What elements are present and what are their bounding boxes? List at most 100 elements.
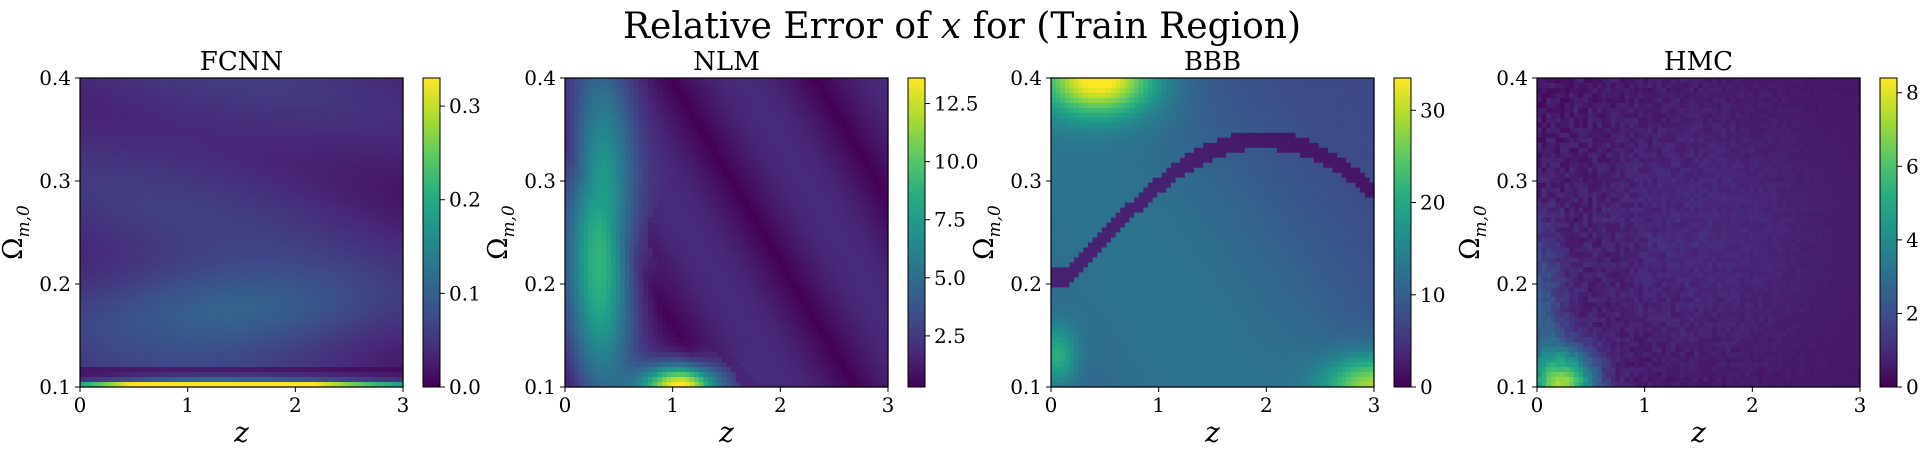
heatmap-cell [606, 337, 612, 343]
heatmap-cell [565, 192, 571, 199]
heatmap-cell [569, 247, 575, 254]
heatmap-cell [232, 212, 238, 219]
heatmap-cell [283, 197, 289, 204]
heatmap-cell [315, 192, 321, 199]
heatmap-cell [112, 337, 118, 343]
heatmap-cell [241, 272, 247, 278]
heatmap-cell [223, 147, 229, 154]
heatmap-cell [103, 272, 109, 278]
heatmap-cell [333, 207, 339, 214]
heatmap-cell [236, 162, 243, 169]
heatmap-cell [223, 337, 229, 343]
heatmap-cell [204, 167, 210, 174]
heatmap-cell [190, 97, 196, 104]
heatmap-cell [393, 307, 399, 313]
heatmap-cell [287, 152, 293, 159]
heatmap-cell [264, 112, 270, 119]
heatmap-cell [176, 302, 183, 308]
heatmap-cell [278, 292, 284, 298]
heatmap-cell [398, 157, 404, 164]
heatmap-cell [89, 267, 95, 273]
heatmap-cell [250, 92, 256, 99]
heatmap-cell [264, 182, 270, 189]
heatmap-cell [287, 282, 293, 288]
heatmap-cell [384, 107, 390, 114]
heatmap-cell [213, 267, 220, 273]
heatmap-cell [103, 247, 109, 254]
heatmap-cell [269, 232, 275, 239]
heatmap-cell [139, 372, 146, 378]
heatmap-cell [273, 367, 280, 373]
heatmap-cell [356, 237, 363, 244]
heatmap-cell [574, 207, 580, 214]
heatmap-cell [84, 147, 90, 154]
heatmap-cell [583, 102, 589, 109]
heatmap-cell [93, 282, 100, 288]
heatmap-cell [324, 142, 330, 149]
heatmap-cell [375, 217, 381, 224]
heatmap-cell [153, 302, 160, 308]
heatmap-cell [356, 367, 363, 373]
heatmap-cell [149, 137, 155, 144]
heatmap-cell [306, 272, 312, 278]
heatmap-cell [149, 272, 155, 278]
heatmap-cell [232, 322, 238, 328]
heatmap-cell [213, 182, 220, 189]
heatmap-cell [319, 322, 326, 328]
heatmap-cell [255, 367, 261, 373]
heatmap-cell [130, 167, 136, 174]
heatmap-cell [393, 202, 399, 209]
heatmap-cell [190, 197, 196, 204]
heatmap-cell [310, 352, 316, 358]
heatmap-cell [273, 372, 280, 378]
heatmap-cell [223, 232, 229, 239]
heatmap-cell [366, 282, 372, 288]
heatmap-cell [606, 287, 612, 293]
heatmap-cell [98, 147, 104, 154]
heatmap-cell [379, 122, 386, 129]
heatmap-cell [121, 232, 127, 239]
heatmap-cell [389, 162, 395, 169]
heatmap-cell [601, 227, 608, 234]
heatmap-cell [176, 282, 183, 288]
heatmap-cell [126, 367, 132, 373]
heatmap-cell [176, 347, 183, 353]
heatmap-cell [218, 362, 224, 368]
heatmap-cell [126, 202, 132, 209]
heatmap-cell [379, 307, 386, 313]
heatmap-cell [384, 207, 390, 214]
heatmap-cell [176, 352, 183, 358]
heatmap-cell [283, 172, 289, 179]
heatmap-cell [588, 197, 594, 204]
heatmap-cell [223, 302, 229, 308]
heatmap-cell [107, 87, 113, 94]
heatmap-cell [255, 87, 261, 94]
heatmap-cell [292, 137, 298, 144]
heatmap-cell [153, 182, 160, 189]
heatmap-cell [393, 277, 399, 283]
heatmap-cell [218, 202, 224, 209]
heatmap-cell [130, 87, 136, 94]
heatmap-cell [329, 162, 335, 169]
heatmap-cell [209, 217, 215, 224]
heatmap-cell [195, 292, 201, 298]
heatmap-cell [186, 337, 192, 343]
heatmap-cell [107, 227, 113, 234]
heatmap-cell [213, 122, 220, 129]
heatmap-cell [583, 127, 589, 134]
heatmap-cell [333, 377, 339, 383]
heatmap-cell [218, 107, 224, 114]
heatmap-cell [153, 382, 160, 388]
heatmap-cell [199, 157, 206, 164]
heatmap-cell [296, 257, 303, 263]
heatmap-cell [250, 347, 256, 353]
heatmap-cell [107, 102, 113, 109]
heatmap-cell [366, 157, 372, 164]
heatmap-cell [588, 172, 594, 179]
heatmap-cell [190, 87, 196, 94]
heatmap-cell [343, 352, 349, 358]
heatmap-cell [190, 152, 196, 159]
heatmap-cell [181, 222, 187, 229]
heatmap-cell [89, 192, 95, 199]
heatmap-cell [204, 337, 210, 343]
